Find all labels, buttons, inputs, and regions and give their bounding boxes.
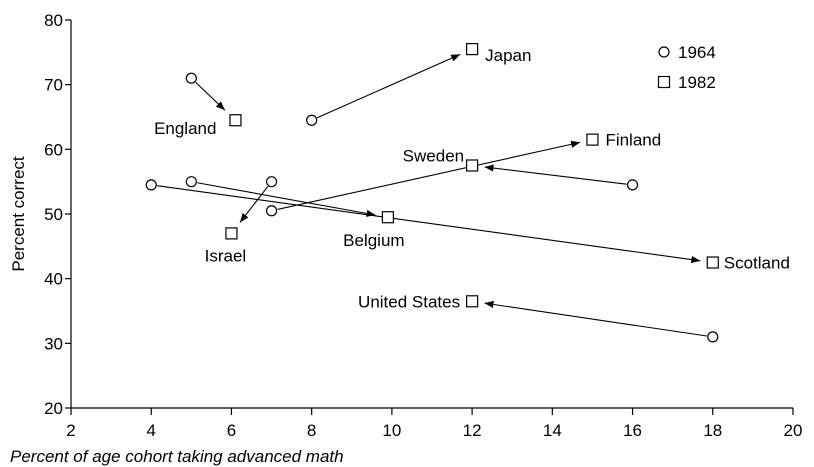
- arrow-finland: [277, 140, 581, 211]
- x-tick-label: 2: [66, 421, 75, 440]
- x-tick-label: 18: [703, 421, 722, 440]
- point-1982-scotland: [706, 256, 719, 269]
- y-axis-title: Percent correct: [9, 156, 28, 272]
- label-israel: Israel: [205, 246, 247, 265]
- point-1982-japan: [466, 42, 479, 56]
- point-1982-belgium: [381, 211, 394, 224]
- legend-label-1964: 1964: [678, 43, 716, 62]
- x-tick-label: 16: [623, 421, 642, 440]
- x-tick-label: 20: [784, 421, 803, 440]
- label-sweden: Sweden: [403, 147, 464, 166]
- point-1964-finland: [265, 205, 278, 217]
- y-tick-label: 70: [44, 76, 63, 95]
- point-1982-israel: [225, 227, 238, 240]
- point-1964-scotland: [145, 179, 157, 191]
- country-labels: Japan England Finland Sweden Israel Belgium Sc…: [154, 46, 790, 311]
- label-japan: Japan: [485, 46, 531, 65]
- point-1964-israel: [265, 176, 278, 188]
- point-1982-finland: [586, 133, 599, 146]
- label-england: England: [154, 119, 216, 138]
- x-tick-label: 14: [543, 421, 562, 440]
- point-1982-england: [229, 114, 242, 127]
- markers: [145, 42, 719, 343]
- legend-square-marker: [657, 75, 671, 89]
- y-tick-label: 50: [44, 205, 63, 224]
- y-tick-label: 80: [44, 11, 63, 30]
- arrow-england: [195, 81, 226, 111]
- arrow-sweden: [484, 164, 627, 185]
- legend-label-1982: 1982: [678, 73, 716, 92]
- x-tick-label: 6: [227, 421, 236, 440]
- legend: 1964 1982: [657, 43, 716, 92]
- ticks: 2 4 6 8 10 12 14 16 18 20 20 30 40 50 60 70 80: [44, 11, 802, 440]
- label-belgium: Belgium: [343, 231, 404, 250]
- point-1982-sweden: [466, 159, 479, 172]
- y-tick-label: 40: [44, 270, 63, 289]
- arrow-belgium: [197, 182, 376, 217]
- point-1982-united-states: [466, 295, 479, 308]
- arrow-israel: [239, 186, 269, 223]
- arrows: [157, 53, 707, 337]
- point-1964-japan: [306, 114, 318, 126]
- x-tick-label: 8: [307, 421, 316, 440]
- y-tick-label: 30: [44, 334, 63, 353]
- y-tick-label: 60: [44, 140, 63, 159]
- y-tick-label: 20: [44, 399, 63, 418]
- arrow-japan: [316, 53, 461, 119]
- point-1964-united-states: [707, 331, 719, 343]
- arrow-scotland: [157, 185, 701, 264]
- point-1964-sweden: [626, 179, 639, 191]
- point-1964-belgium: [185, 176, 197, 188]
- label-united-states: United States: [358, 292, 460, 311]
- x-tick-label: 10: [382, 421, 401, 440]
- x-tick-label: 4: [146, 421, 155, 440]
- label-scotland: Scotland: [724, 254, 790, 273]
- label-finland: Finland: [605, 131, 661, 150]
- point-1964-england: [185, 72, 197, 84]
- x-tick-label: 12: [463, 421, 482, 440]
- x-axis-title: Percent of age cohort taking advanced ma…: [10, 447, 344, 466]
- arrow-united-states: [484, 300, 707, 337]
- legend-circle-marker: [658, 46, 670, 58]
